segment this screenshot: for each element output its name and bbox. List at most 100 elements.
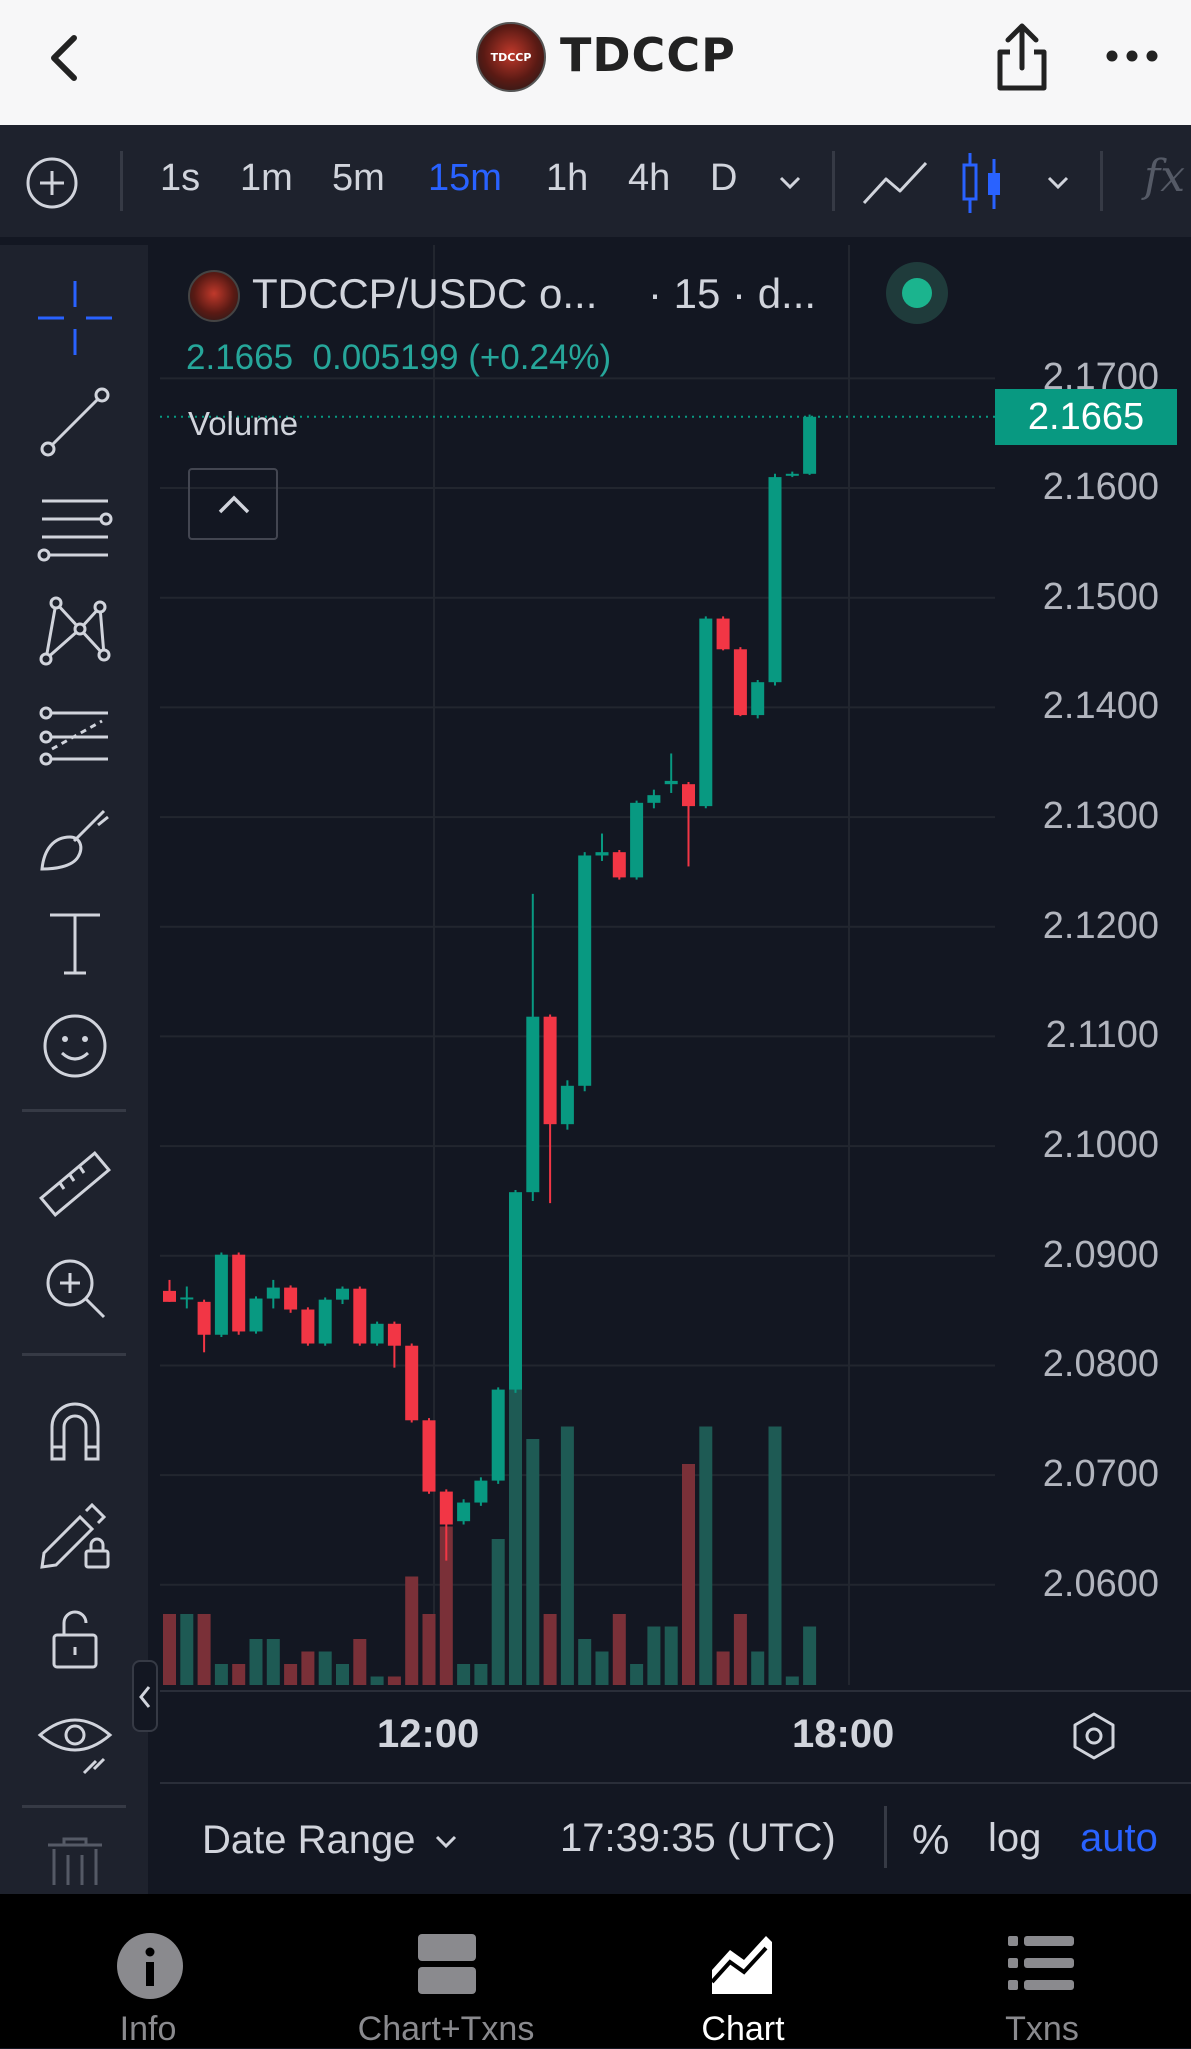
volume-bar	[318, 1651, 332, 1685]
candle	[630, 802, 644, 878]
zoom-in-icon[interactable]	[34, 1247, 116, 1329]
candle	[647, 795, 661, 803]
candle	[699, 618, 713, 807]
volume-bar	[682, 1464, 695, 1685]
chart-settings-icon[interactable]	[1066, 1708, 1122, 1764]
candle	[180, 1297, 194, 1300]
token-logo: TDCCP	[476, 22, 546, 92]
tab-info[interactable]: Info	[60, 1894, 236, 2048]
price-tick: 2.1600	[1042, 466, 1159, 509]
price-tick: 2.1300	[1042, 795, 1159, 838]
candle	[405, 1345, 419, 1421]
candle	[491, 1389, 505, 1481]
app-header: TDCCP TDCCP	[0, 0, 1191, 125]
add-symbol-icon[interactable]	[22, 153, 82, 213]
auto-scale-button[interactable]: auto	[1080, 1816, 1158, 1860]
toolbar-divider	[22, 1109, 126, 1112]
chart-type-chevron-down-icon[interactable]	[1044, 169, 1072, 197]
sidebar-toggle[interactable]	[132, 1660, 158, 1732]
volume-bar	[163, 1614, 176, 1685]
volume-bar	[699, 1426, 713, 1685]
list-icon	[1008, 1936, 1074, 1990]
chart-bottom-bar	[160, 1782, 1191, 1894]
brush-icon[interactable]	[34, 797, 116, 879]
pattern-icon[interactable]	[34, 589, 116, 671]
price-axis[interactable]: 2.1700 2.1600 2.1500 2.1400 2.1300 2.1200 2.11…	[995, 245, 1191, 1685]
chevron-down-icon[interactable]	[432, 1828, 460, 1856]
text-icon[interactable]	[34, 901, 116, 983]
chart-toolbar: 1s 1m 5m 15m 1h 4h D fx	[0, 125, 1191, 237]
timeframe-1h[interactable]: 1h	[546, 157, 589, 199]
trash-icon[interactable]	[34, 1835, 116, 1885]
legend-symbol[interactable]: TDCCP/USDC o...	[252, 270, 598, 317]
timeframe-5m[interactable]: 5m	[332, 157, 385, 199]
candlestick-chart-icon[interactable]	[960, 151, 1006, 215]
volume-bar	[474, 1664, 488, 1685]
timeframe-d[interactable]: D	[710, 157, 738, 199]
tab-chart-txns[interactable]: Chart+Txns	[326, 1894, 566, 2048]
toolbar-divider	[22, 1353, 126, 1356]
price-tick: 2.1400	[1042, 685, 1159, 728]
candle	[301, 1309, 315, 1344]
volume-bar	[664, 1626, 678, 1685]
volume-bar	[214, 1664, 228, 1685]
chart-pane[interactable]	[160, 245, 1191, 1685]
volume-bar	[266, 1639, 280, 1685]
timeframe-1s[interactable]: 1s	[160, 157, 201, 199]
toolbar-divider	[832, 151, 835, 211]
unlock-icon[interactable]	[34, 1595, 116, 1677]
ruler-icon[interactable]	[34, 1143, 116, 1225]
bottom-tab-bar: Info Chart+Txns Chart Txns	[0, 1894, 1191, 2048]
candle	[439, 1491, 453, 1525]
chevron-left-icon	[139, 1686, 151, 1708]
candle	[768, 477, 782, 683]
line-chart-icon[interactable]	[860, 153, 930, 213]
volume-bar	[560, 1426, 574, 1685]
log-scale-button[interactable]: log	[988, 1816, 1042, 1860]
info-icon	[117, 1933, 183, 1999]
time-tick: 12:00	[377, 1712, 480, 1756]
utc-clock[interactable]: 17:39:35 (UTC)	[560, 1816, 836, 1860]
horizontal-lines-icon[interactable]	[34, 485, 116, 567]
price-chart[interactable]	[160, 245, 1191, 1685]
share-icon[interactable]	[990, 20, 1054, 94]
time-axis[interactable]: 12:00 18:00	[160, 1690, 1191, 1782]
volume-bar	[197, 1614, 211, 1685]
back-icon[interactable]	[36, 28, 96, 88]
volume-bar	[716, 1651, 730, 1685]
volume-bar	[526, 1439, 540, 1685]
percent-scale-button[interactable]: %	[912, 1816, 950, 1863]
collapse-legend-button[interactable]	[188, 468, 278, 540]
lock-drawings-icon[interactable]	[34, 1491, 116, 1573]
chevron-up-icon	[218, 495, 250, 514]
timeframe-1m[interactable]: 1m	[240, 157, 293, 199]
volume-bar	[457, 1664, 471, 1685]
crosshair-icon[interactable]	[34, 277, 116, 359]
volume-bar	[751, 1651, 765, 1685]
trend-line-icon[interactable]	[34, 381, 116, 463]
more-icon[interactable]	[1100, 36, 1164, 76]
toolbar-divider	[22, 1805, 126, 1808]
market-status-indicator[interactable]	[886, 262, 948, 324]
tab-chart[interactable]: Chart	[650, 1894, 836, 2048]
price-tick: 2.1000	[1042, 1124, 1159, 1167]
timeframe-chevron-down-icon[interactable]	[776, 169, 804, 197]
drawing-toolbar	[0, 245, 148, 1895]
magnet-icon[interactable]	[34, 1387, 116, 1469]
candle	[751, 682, 765, 716]
eye-icon[interactable]	[34, 1699, 116, 1781]
date-range-button[interactable]: Date Range	[202, 1818, 416, 1862]
emoji-icon[interactable]	[34, 1005, 116, 1087]
timeframe-4h[interactable]: 4h	[628, 157, 671, 199]
split-view-icon	[418, 1934, 476, 1994]
candle	[318, 1299, 332, 1344]
tab-txns[interactable]: Txns	[962, 1894, 1122, 2048]
volume-bar	[370, 1676, 384, 1685]
candle	[336, 1288, 349, 1300]
pair-logo	[188, 270, 240, 322]
candle	[509, 1192, 522, 1390]
price-tick: 2.1100	[1045, 1014, 1159, 1057]
timeframe-15m[interactable]: 15m	[428, 157, 502, 199]
forecast-icon[interactable]	[34, 693, 116, 775]
indicators-button[interactable]: fx	[1144, 151, 1186, 202]
